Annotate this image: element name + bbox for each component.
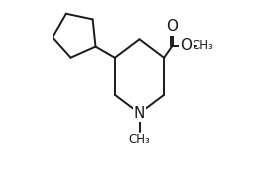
Text: N: N <box>134 106 145 121</box>
Text: O: O <box>180 38 192 53</box>
Text: CH₃: CH₃ <box>191 39 213 52</box>
Text: CH₃: CH₃ <box>129 133 150 146</box>
Text: O: O <box>167 19 179 34</box>
